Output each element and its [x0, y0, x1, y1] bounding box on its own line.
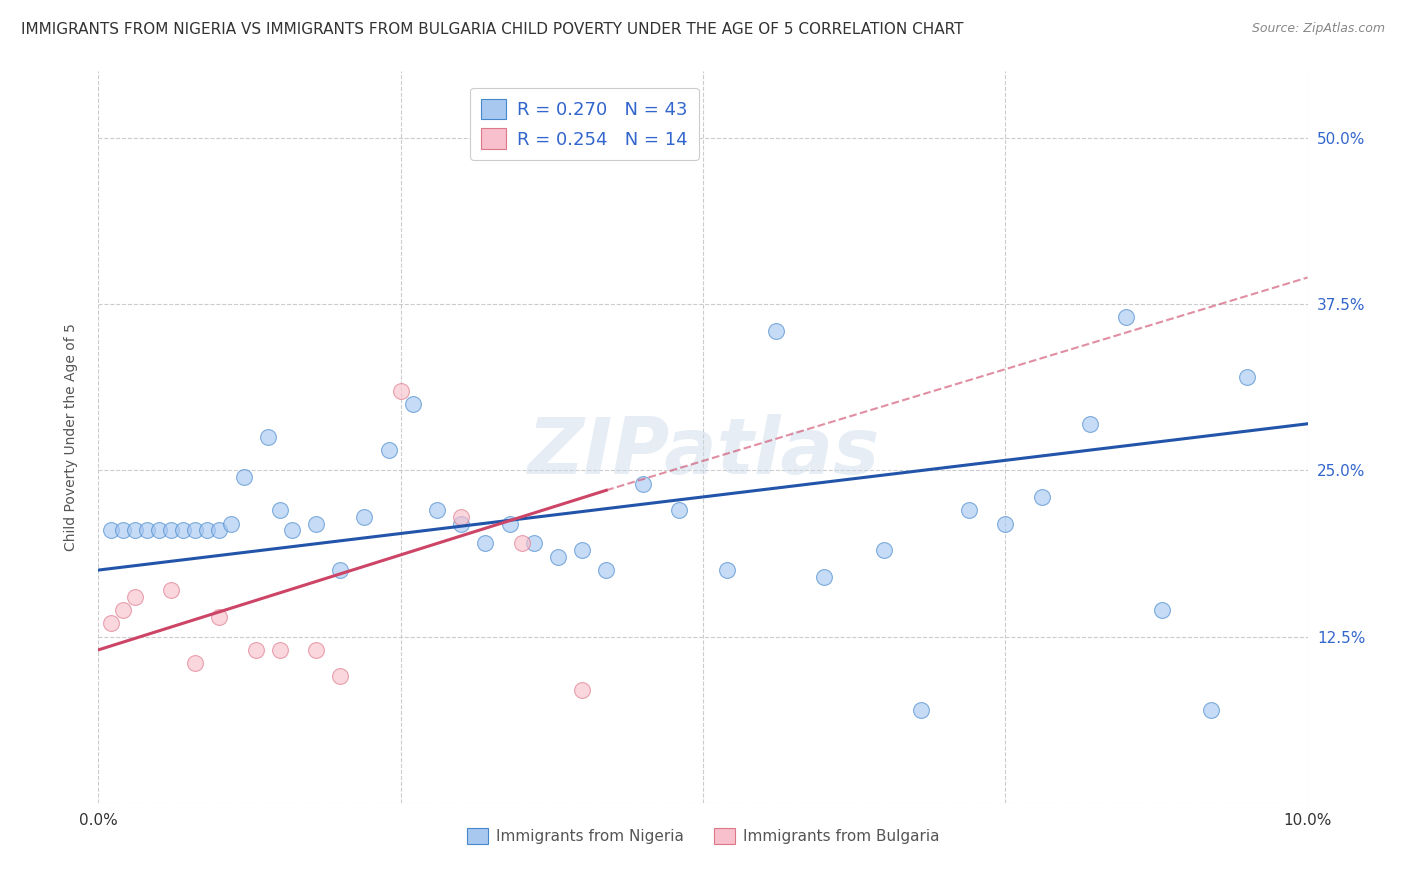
Point: [329, 563, 352, 577]
Point: [111, 603, 134, 617]
Point: [305, 516, 328, 531]
Point: [353, 509, 375, 524]
Point: [510, 536, 533, 550]
Text: IMMIGRANTS FROM NIGERIA VS IMMIGRANTS FROM BULGARIA CHILD POVERTY UNDER THE AGE : IMMIGRANTS FROM NIGERIA VS IMMIGRANTS FR…: [21, 22, 963, 37]
Point: [450, 516, 472, 531]
Point: [1115, 310, 1137, 325]
Point: [426, 503, 449, 517]
Point: [195, 523, 218, 537]
Point: [184, 523, 207, 537]
Point: [813, 570, 835, 584]
Point: [765, 324, 787, 338]
Point: [716, 563, 738, 577]
Point: [172, 523, 194, 537]
Point: [208, 523, 231, 537]
Point: [184, 656, 207, 670]
Point: [498, 516, 520, 531]
Point: [377, 443, 399, 458]
Point: [389, 384, 412, 398]
Point: [208, 609, 231, 624]
Point: [148, 523, 170, 537]
Point: [305, 643, 328, 657]
Point: [1031, 490, 1053, 504]
Point: [160, 523, 183, 537]
Point: [474, 536, 496, 550]
Point: [269, 643, 291, 657]
Point: [256, 430, 278, 444]
Point: [135, 523, 157, 537]
Point: [100, 616, 122, 631]
Point: [402, 397, 425, 411]
Point: [1078, 417, 1101, 431]
Point: [523, 536, 546, 550]
Point: [232, 470, 254, 484]
Point: [124, 590, 146, 604]
Text: Source: ZipAtlas.com: Source: ZipAtlas.com: [1251, 22, 1385, 36]
Point: [668, 503, 690, 517]
Point: [873, 543, 896, 558]
Point: [100, 523, 122, 537]
Legend: Immigrants from Nigeria, Immigrants from Bulgaria: Immigrants from Nigeria, Immigrants from…: [460, 822, 946, 850]
Point: [450, 509, 472, 524]
Point: [269, 503, 291, 517]
Point: [957, 503, 980, 517]
Point: [281, 523, 304, 537]
Point: [221, 516, 243, 531]
Point: [1199, 703, 1222, 717]
Point: [160, 582, 183, 597]
Y-axis label: Child Poverty Under the Age of 5: Child Poverty Under the Age of 5: [63, 323, 77, 551]
Point: [1236, 370, 1258, 384]
Point: [329, 669, 352, 683]
Point: [571, 682, 593, 697]
Point: [245, 643, 267, 657]
Point: [631, 476, 654, 491]
Point: [1152, 603, 1174, 617]
Point: [547, 549, 569, 564]
Point: [571, 543, 593, 558]
Point: [994, 516, 1017, 531]
Point: [111, 523, 134, 537]
Text: ZIPatlas: ZIPatlas: [527, 414, 879, 490]
Point: [124, 523, 146, 537]
Point: [910, 703, 932, 717]
Point: [595, 563, 617, 577]
